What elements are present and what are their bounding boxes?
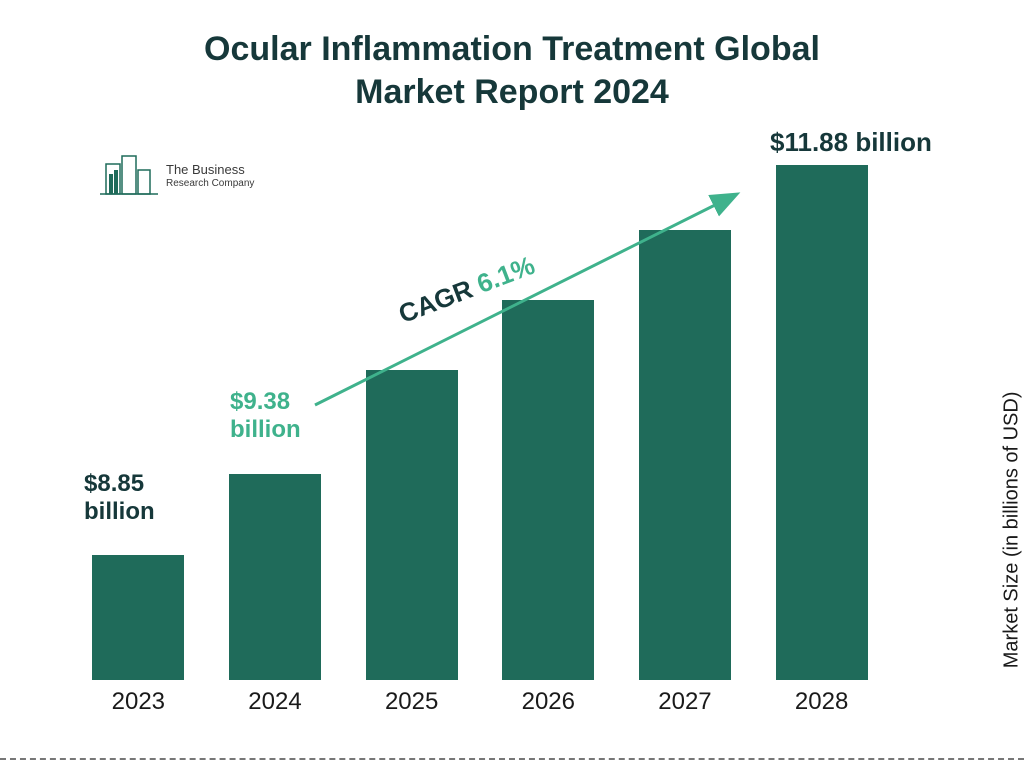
data-label-2023: $8.85 billion — [84, 470, 155, 525]
data-label-2024-value: $9.38 — [230, 388, 301, 416]
bar-slot-2028 — [753, 165, 890, 680]
xlabel-2026: 2026 — [480, 688, 617, 716]
chart-title-line1: Ocular Inflammation Treatment Global — [0, 28, 1024, 71]
data-label-2023-value: $8.85 — [84, 470, 155, 498]
data-label-2028: $11.88 billion — [770, 128, 932, 158]
bar-chart — [70, 150, 890, 680]
y-axis-label: Market Size (in billions of USD) — [1001, 392, 1024, 669]
bar-2027 — [639, 230, 731, 680]
bars-container — [70, 150, 890, 680]
data-label-2024: $9.38 billion — [230, 388, 301, 443]
xlabel-2024: 2024 — [207, 688, 344, 716]
chart-title-line2: Market Report 2024 — [0, 71, 1024, 114]
bar-slot-2023 — [70, 555, 207, 680]
data-label-2023-unit: billion — [84, 498, 155, 526]
bar-slot-2027 — [617, 230, 754, 680]
xlabel-2027: 2027 — [617, 688, 754, 716]
data-label-2024-unit: billion — [230, 416, 301, 444]
bottom-dashed-divider — [0, 758, 1024, 760]
chart-title: Ocular Inflammation Treatment Global Mar… — [0, 28, 1024, 113]
xlabel-2025: 2025 — [343, 688, 480, 716]
data-label-2028-text: $11.88 billion — [770, 127, 932, 157]
x-axis-labels: 2023 2024 2025 2026 2027 2028 — [70, 688, 890, 716]
bar-slot-2026 — [480, 300, 617, 680]
bar-2026 — [502, 300, 594, 680]
bar-2025 — [366, 370, 458, 680]
xlabel-2028: 2028 — [753, 688, 890, 716]
xlabel-2023: 2023 — [70, 688, 207, 716]
bar-2023 — [92, 555, 184, 680]
bar-slot-2024 — [207, 474, 344, 680]
bar-2028 — [776, 165, 868, 680]
bar-slot-2025 — [343, 370, 480, 680]
bar-2024 — [229, 474, 321, 680]
